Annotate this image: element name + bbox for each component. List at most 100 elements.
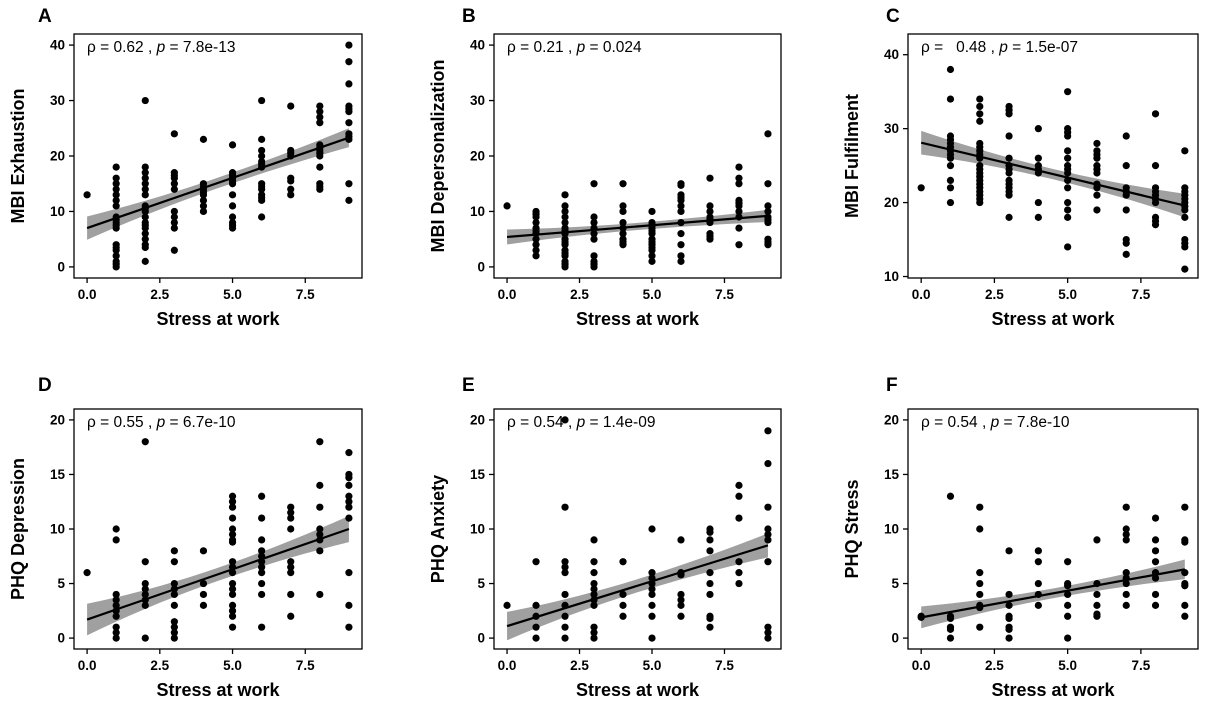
confidence-band <box>87 515 349 636</box>
scatter-point <box>735 492 743 500</box>
scatter-point <box>141 596 149 604</box>
scatter-point <box>316 185 324 193</box>
scatter-point <box>228 224 237 232</box>
scatter-point <box>228 612 237 620</box>
scatter-point <box>1181 206 1189 214</box>
scatter-point <box>170 585 178 593</box>
scatter-point <box>1064 147 1072 155</box>
scatter-point <box>228 623 237 631</box>
scatter-point <box>1181 538 1189 546</box>
scatter-point <box>345 503 353 511</box>
scatter-point <box>532 634 540 642</box>
scatter-point <box>677 230 685 238</box>
scatter-point <box>316 530 324 539</box>
scatter-point <box>1151 547 1160 555</box>
scatter-point <box>112 629 120 637</box>
scatter-point <box>648 590 656 599</box>
scatter-point <box>141 634 149 642</box>
scatter-point <box>170 634 178 642</box>
scatter-point <box>170 601 178 609</box>
y-tick-label: 40 <box>884 47 899 62</box>
y-axis-title: PHQ Depression <box>8 458 28 600</box>
scatter-point <box>976 95 984 103</box>
scatter-point <box>1064 132 1072 140</box>
y-axis-title: PHQ Stress <box>842 479 862 578</box>
panel-label: E <box>462 375 475 396</box>
scatter-point <box>345 601 353 609</box>
regression-line <box>506 544 769 628</box>
scatter-point <box>619 224 627 232</box>
scatter-point <box>345 474 353 482</box>
scatter-point <box>561 191 569 199</box>
scatter-point <box>258 492 266 500</box>
scatter-point <box>648 579 656 588</box>
scatter-point <box>976 603 984 612</box>
x-tick-label: 7.5 <box>1131 287 1150 302</box>
scatter-point <box>112 180 120 188</box>
scatter-point <box>228 585 237 593</box>
scatter-point <box>648 246 656 254</box>
scatter-point <box>1181 569 1189 577</box>
scatter-point <box>141 224 149 232</box>
scatter-point <box>764 202 772 210</box>
scatter-point <box>1093 139 1101 148</box>
scatter-point <box>345 492 353 500</box>
scatter-point <box>170 174 178 182</box>
scatter-point <box>561 623 569 631</box>
scatter-point <box>258 552 266 560</box>
x-axis-title: Stress at work <box>156 680 280 700</box>
y-tick-label: 20 <box>470 412 485 427</box>
scatter-point <box>532 213 540 221</box>
scatter-point <box>287 563 295 571</box>
scatter-point <box>1064 601 1072 609</box>
scatter-point <box>561 634 569 642</box>
scatter-point <box>648 569 656 577</box>
scatter-point <box>345 623 353 631</box>
scatter-point <box>1005 625 1013 633</box>
scatter-point <box>112 536 120 544</box>
scatter-point <box>170 207 178 216</box>
scatter-point <box>1093 536 1101 544</box>
y-tick-label: 10 <box>884 522 899 537</box>
y-tick-label: 30 <box>884 121 899 136</box>
scatter-point <box>287 569 295 577</box>
scatter-point <box>946 198 955 207</box>
regression-line <box>920 141 1186 207</box>
scatter-point <box>1064 558 1072 566</box>
scatter-point <box>561 569 569 577</box>
scatter-point <box>287 152 295 160</box>
scatter-point <box>561 263 569 271</box>
scatter-point <box>1034 601 1042 609</box>
x-tick-label: 0.0 <box>912 658 931 673</box>
x-tick-label: 7.5 <box>715 658 734 673</box>
scatter-point <box>677 571 685 579</box>
scatter-point <box>1122 569 1130 577</box>
scatter-point <box>532 623 540 631</box>
scatter-point <box>1151 198 1160 207</box>
panel-label: C <box>886 6 900 27</box>
panel-F: 0 5 10 15 20 0.0 2.5 5.0 7.5 Stress at work PHQ St… <box>842 375 1199 700</box>
scatter-point <box>141 207 149 216</box>
scatter-point <box>258 563 266 571</box>
scatter-point <box>1093 169 1101 177</box>
x-tick-label: 2.5 <box>985 287 1004 302</box>
scatter-point <box>1064 184 1072 192</box>
panel-label: D <box>38 375 52 396</box>
scatter-point <box>345 108 353 116</box>
scatter-point <box>199 590 208 599</box>
scatter-point <box>1005 191 1013 199</box>
scatter-point <box>112 163 120 171</box>
scatter-point <box>141 601 149 609</box>
scatter-point <box>228 498 237 506</box>
scatter-point <box>345 498 353 506</box>
y-tick-label: 30 <box>470 93 485 108</box>
scatter-point <box>228 514 237 522</box>
scatter-point <box>735 224 743 232</box>
scatter-point <box>648 207 656 216</box>
scatter-point <box>590 230 598 238</box>
scatter-point <box>946 95 955 103</box>
scatter-point <box>1064 582 1072 590</box>
scatter-point <box>1093 601 1101 609</box>
scatter-point <box>1034 198 1042 207</box>
scatter-point <box>946 176 955 184</box>
